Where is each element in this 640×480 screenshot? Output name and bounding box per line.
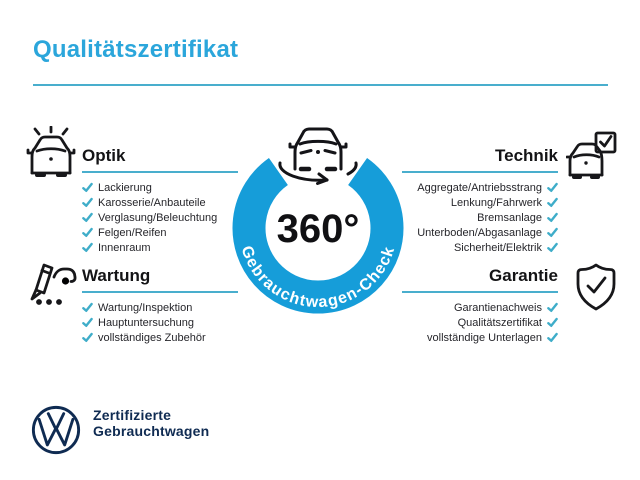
check-icon [82, 227, 93, 237]
checklist-item-label: Lenkung/Fahrwerk [450, 196, 542, 209]
car-checkbox-icon [566, 131, 617, 179]
check-icon [547, 212, 558, 222]
section-underline [82, 291, 238, 293]
page-title: Qualitätszertifikat [33, 36, 239, 63]
checklist-item: Felgen/Reifen [82, 225, 238, 240]
section-optik: Optik Lackierung Karosserie/Anbauteile V… [82, 146, 238, 255]
checklist-item: Innenraum [82, 240, 238, 255]
360-check-badge: Gebrauchtwagen-Check 360° [232, 127, 404, 314]
checklist-garantie: Garantienachweis Qualitätszertifikat vol… [402, 300, 558, 345]
car-shine-icon [26, 126, 76, 177]
check-icon [547, 227, 558, 237]
check-icon [547, 332, 558, 342]
checklist-item: Qualitätszertifikat [402, 315, 558, 330]
badge-degree-label: 360° [277, 207, 360, 251]
check-icon [82, 182, 93, 192]
checklist-item-label: Hauptuntersuchung [98, 316, 195, 329]
check-icon [547, 197, 558, 207]
checklist-item: Bremsanlage [402, 210, 558, 225]
check-icon [82, 197, 93, 207]
checklist-item-label: vollständiges Zubehör [98, 331, 206, 344]
checklist-item-label: Innenraum [98, 241, 151, 254]
checklist-item: Lenkung/Fahrwerk [402, 195, 558, 210]
rotating-car-icon [278, 127, 358, 185]
vw-logo [31, 405, 81, 455]
brand-line-1: Zertifizierte [93, 407, 172, 423]
checklist-item-label: Wartung/Inspektion [98, 301, 193, 314]
check-icon [82, 317, 93, 327]
checklist-item: vollständiges Zubehör [82, 330, 238, 345]
check-icon [82, 212, 93, 222]
checklist-item-label: vollständige Unterlagen [427, 331, 542, 344]
shield-check-icon [576, 263, 616, 311]
section-technik: Technik Aggregate/Antriebsstrang Lenkung… [402, 146, 558, 255]
checklist-item: Hauptuntersuchung [82, 315, 238, 330]
section-title-technik: Technik [495, 146, 558, 165]
checklist-item-label: Bremsanlage [477, 211, 542, 224]
check-icon [82, 242, 93, 252]
checklist-item-label: Qualitätszertifikat [457, 316, 542, 329]
check-icon [82, 332, 93, 342]
checklist-item-label: Verglasung/Beleuchtung [98, 211, 218, 224]
checklist-item-label: Unterboden/Abgasanlage [417, 226, 542, 239]
check-icon [82, 302, 93, 312]
checklist-item-label: Karosserie/Anbauteile [98, 196, 206, 209]
badge-ring [232, 158, 404, 314]
header-divider [33, 84, 608, 86]
checklist-item-label: Felgen/Reifen [98, 226, 167, 239]
brand-line-2: Gebrauchtwagen [93, 423, 210, 439]
service-checklist-icon [30, 263, 77, 305]
checklist-item-label: Lackierung [98, 181, 152, 194]
checklist-optik: Lackierung Karosserie/Anbauteile Verglas… [82, 180, 238, 255]
checklist-item-label: Aggregate/Antriebsstrang [417, 181, 542, 194]
check-icon [547, 182, 558, 192]
section-underline [82, 171, 238, 173]
checklist-item: vollständige Unterlagen [402, 330, 558, 345]
section-garantie: Garantie Garantienachweis Qualitätszerti… [402, 266, 558, 345]
checklist-item: Wartung/Inspektion [82, 300, 238, 315]
checklist-item: Sicherheit/Elektrik [402, 240, 558, 255]
check-icon [547, 242, 558, 252]
check-icon [547, 302, 558, 312]
checklist-item: Unterboden/Abgasanlage [402, 225, 558, 240]
checklist-item: Aggregate/Antriebsstrang [402, 180, 558, 195]
checklist-technik: Aggregate/Antriebsstrang Lenkung/Fahrwer… [402, 180, 558, 255]
section-wartung: Wartung Wartung/Inspektion Hauptuntersuc… [82, 266, 238, 345]
checklist-wartung: Wartung/Inspektion Hauptuntersuchung vol… [82, 300, 238, 345]
section-title-wartung: Wartung [82, 266, 151, 285]
checklist-item: Garantienachweis [402, 300, 558, 315]
checklist-item-label: Garantienachweis [453, 301, 542, 314]
checklist-item-label: Sicherheit/Elektrik [453, 241, 542, 254]
checklist-item: Verglasung/Beleuchtung [82, 210, 238, 225]
checklist-item: Lackierung [82, 180, 238, 195]
brand-text: Zertifizierte Gebrauchtwagen [93, 407, 209, 439]
check-icon [547, 317, 558, 327]
section-underline [402, 291, 558, 293]
section-underline [402, 171, 558, 173]
checklist-item: Karosserie/Anbauteile [82, 195, 238, 210]
section-title-garantie: Garantie [489, 266, 558, 285]
section-title-optik: Optik [82, 146, 126, 165]
